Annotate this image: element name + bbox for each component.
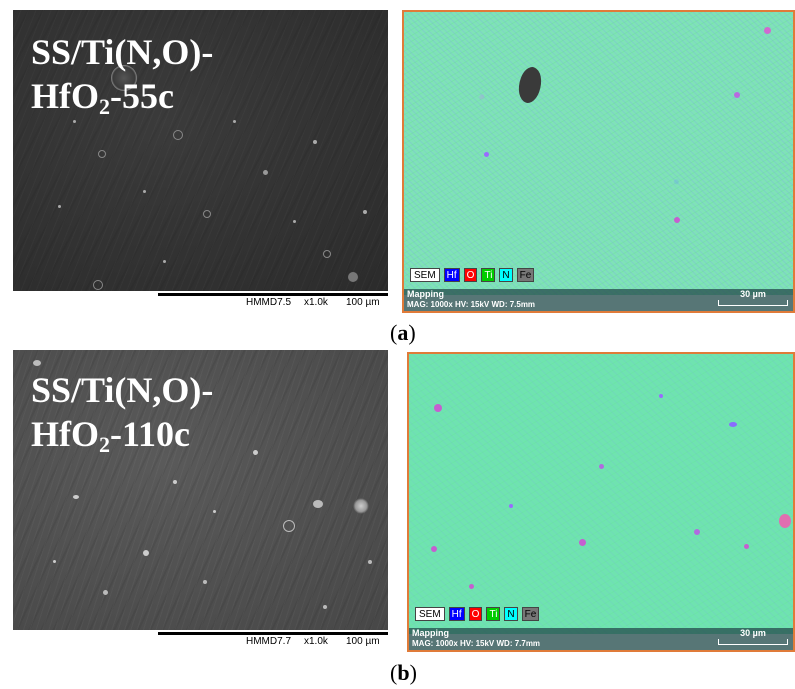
scale-bar (158, 293, 388, 296)
legend-n[interactable]: N (504, 607, 518, 621)
instrument-id: HMMD7.7 (246, 636, 292, 647)
magnification: x1.0k (304, 297, 328, 308)
legend-n[interactable]: N (499, 268, 513, 282)
scale-label: 100 µm (346, 297, 380, 308)
eds-footer-b: Mapping MAG: 1000x HV: 15kV WD: 7.7mm 30… (409, 628, 793, 650)
eds-scale-bar: 30 µm (718, 289, 788, 306)
eds-scale-label: 30 µm (740, 289, 766, 299)
instrument-id: HMMD7.5 (246, 297, 292, 308)
caption-b: (b) (390, 660, 417, 685)
legend-o[interactable]: O (463, 268, 478, 282)
legend-ti[interactable]: Ti (486, 607, 501, 621)
eds-map-a: SEM Hf O Ti N Fe Mapping MAG: 1000x HV: … (402, 10, 795, 313)
legend-ti[interactable]: Ti (481, 268, 496, 282)
mode-label: Mapping (407, 289, 444, 299)
sem-micrograph-b (13, 350, 388, 630)
sem-micrograph-a (13, 10, 388, 291)
legend-hf[interactable]: Hf (443, 268, 460, 282)
sem-title-line2: HfO2-55c (31, 76, 174, 119)
legend-hf[interactable]: Hf (448, 607, 465, 621)
element-legend-b: SEM Hf O Ti N Fe (415, 607, 540, 621)
scale-bar (158, 632, 388, 635)
sem-title-a: SS/Ti(N,O)- HfO2-55c (31, 30, 213, 118)
eds-scale-bar: 30 µm (718, 628, 788, 645)
sem-footer-a: HMMD7.5 x1.0k 100 µm (13, 291, 388, 310)
mode-label: Mapping (412, 628, 449, 638)
sem-image-a: SS/Ti(N,O)- HfO2-55c HMMD7.5 x1.0k 100 µ… (13, 10, 388, 310)
eds-mapping-image-b (409, 354, 793, 634)
legend-o[interactable]: O (468, 607, 483, 621)
caption-a: (a) (390, 320, 416, 345)
acquisition-info: MAG: 1000x HV: 15kV WD: 7.5mm (407, 300, 536, 309)
legend-sem[interactable]: SEM (415, 607, 445, 621)
sem-title-line2: HfO2-110c (31, 414, 190, 457)
sem-footer-b: HMMD7.7 x1.0k 100 µm (13, 630, 388, 649)
sem-title-line1: SS/Ti(N,O)- (31, 32, 214, 72)
eds-footer-a: Mapping MAG: 1000x HV: 15kV WD: 7.5mm 30… (404, 289, 793, 311)
eds-mapping-image-a (404, 12, 793, 295)
scale-label: 100 µm (346, 636, 380, 647)
sem-title-line1: SS/Ti(N,O)- (31, 370, 214, 410)
eds-scale-label: 30 µm (740, 628, 766, 638)
acquisition-info: MAG: 1000x HV: 15kV WD: 7.7mm (412, 639, 541, 648)
legend-fe[interactable]: Fe (521, 607, 540, 621)
legend-fe[interactable]: Fe (516, 268, 535, 282)
magnification: x1.0k (304, 636, 328, 647)
sem-image-b: SS/Ti(N,O)- HfO2-110c HMMD7.7 x1.0k 100 … (13, 350, 388, 649)
element-legend-a: SEM Hf O Ti N Fe (410, 268, 535, 282)
legend-sem[interactable]: SEM (410, 268, 440, 282)
eds-map-b: SEM Hf O Ti N Fe Mapping MAG: 1000x HV: … (407, 352, 795, 652)
sem-title-b: SS/Ti(N,O)- HfO2-110c (31, 368, 213, 456)
